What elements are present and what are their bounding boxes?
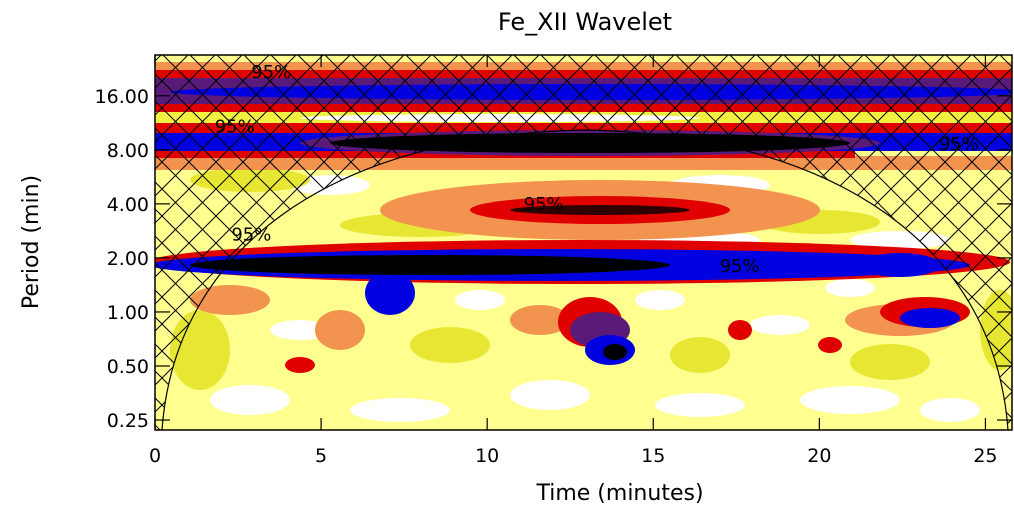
heat-patch	[285, 357, 315, 373]
coi-curve	[161, 129, 1009, 430]
x-tick-label: 15	[641, 445, 665, 467]
significance-label: 95%	[720, 256, 760, 277]
heat-patch	[365, 271, 415, 315]
y-axis-label: Period (min)	[19, 175, 44, 309]
heat-patch	[210, 385, 290, 415]
heat-patch	[860, 253, 940, 277]
significance-label: 95%	[251, 62, 291, 83]
heat-patch	[510, 380, 590, 410]
heat-patch	[350, 398, 450, 422]
heat-patch	[818, 337, 842, 353]
heat-patch	[510, 305, 570, 335]
heat-patch	[850, 344, 930, 380]
x-tick-label: 25	[973, 445, 997, 467]
heat-patch	[920, 398, 980, 422]
significance-label: 95%	[231, 225, 271, 246]
heat-patch	[190, 255, 670, 275]
significance-label: 95%	[524, 194, 564, 215]
significance-label: 95%	[215, 116, 255, 137]
heat-patch	[510, 205, 690, 215]
y-tick-label: 4.00	[107, 194, 149, 216]
cone-of-influence	[155, 55, 1012, 430]
y-tick-label: 16.00	[95, 86, 149, 108]
chart-title: Fe_XII Wavelet	[498, 8, 672, 36]
heat-patch	[455, 290, 505, 310]
y-tick-label: 1.00	[107, 302, 149, 324]
x-tick-label: 0	[149, 445, 161, 467]
heat-patch	[728, 320, 752, 340]
y-tick-label: 0.25	[107, 410, 149, 432]
heat-patch	[270, 320, 330, 340]
x-axis-label: Time (minutes)	[535, 481, 703, 506]
heat-patch	[670, 337, 730, 373]
heat-patch	[750, 315, 810, 335]
heat-patch	[190, 285, 270, 315]
heat-patch	[410, 327, 490, 363]
x-tick-label: 10	[475, 445, 499, 467]
y-tick-label: 0.50	[107, 356, 149, 378]
y-tick-label: 2.00	[107, 248, 149, 270]
y-tick-label: 8.00	[107, 140, 149, 162]
x-tick-label: 5	[315, 445, 327, 467]
plot-frame	[154, 54, 1013, 431]
heat-patch	[655, 393, 745, 417]
heat-patch	[635, 290, 685, 310]
heat-patch	[900, 308, 960, 328]
heat-patch	[315, 310, 365, 350]
heat-patch	[800, 386, 900, 414]
heat-patch	[603, 344, 627, 360]
x-tick-label: 20	[807, 445, 831, 467]
wavelet-power-map	[155, 55, 1012, 430]
heat-patch	[825, 279, 875, 297]
significance-label: 95%	[939, 134, 979, 155]
